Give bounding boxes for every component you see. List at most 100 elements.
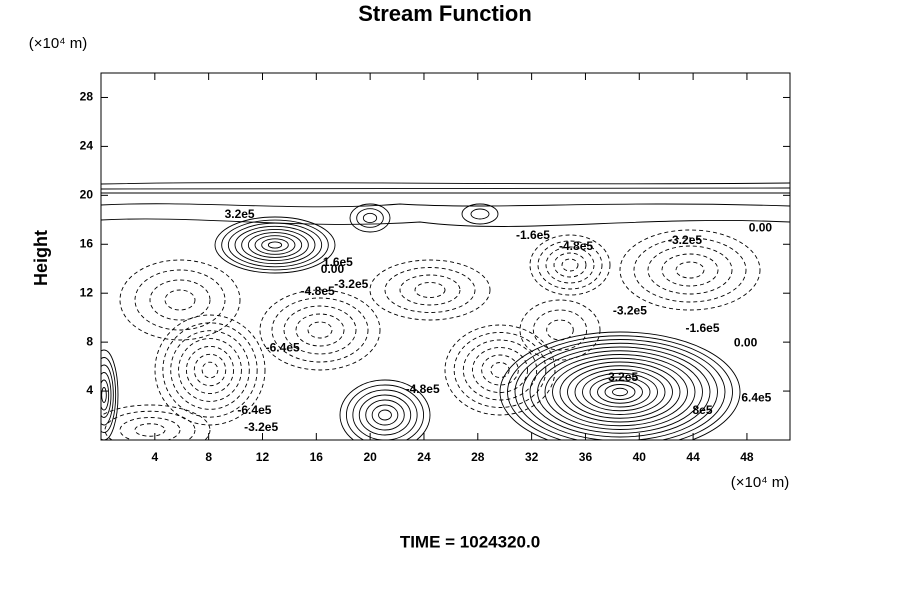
- contour-line: [259, 289, 381, 371]
- contour-line: [453, 332, 547, 408]
- contour-line: [154, 314, 266, 426]
- contour-line: [559, 361, 681, 423]
- x-tick-label: 40: [633, 450, 647, 464]
- contour-line: [633, 237, 747, 303]
- contour-line: [227, 222, 323, 268]
- contour-line: [481, 354, 519, 386]
- contour-line: [101, 379, 110, 411]
- contour-line: [647, 245, 733, 295]
- footer: TIME = 1024320.0: [400, 532, 540, 551]
- x-unit-label: (×10⁴ m): [731, 474, 790, 491]
- contour-line: [267, 241, 283, 249]
- contour-line: [349, 203, 391, 233]
- contour-line: [544, 354, 696, 430]
- x-tick-label: 44: [686, 450, 700, 464]
- contour-line: [589, 376, 651, 408]
- contour-line: [384, 267, 476, 313]
- contour-line: [490, 362, 510, 378]
- contour-label: 6.4e5: [741, 391, 771, 405]
- contour-line: [519, 299, 601, 361]
- chart-title: Stream Function: [358, 1, 532, 26]
- contour-line: [101, 364, 114, 426]
- contour-line: [352, 389, 418, 440]
- contour-line: [101, 357, 117, 433]
- contour-line: [567, 365, 673, 419]
- contour-line: [546, 319, 574, 341]
- contour-line: [261, 238, 289, 252]
- contour-label: 0.00: [321, 262, 345, 276]
- y-tick-label: 8: [86, 334, 93, 348]
- x-tick-label: 12: [256, 450, 270, 464]
- contour-line: [119, 417, 181, 440]
- contour-label: -3.2e5: [668, 233, 702, 247]
- contour-line: [101, 349, 119, 440]
- x-tick-label: 32: [525, 450, 539, 464]
- contour-line: [604, 384, 636, 400]
- contour-line: [552, 357, 688, 427]
- contour-line: [461, 203, 499, 225]
- contour-line: [545, 246, 595, 284]
- contour-line: [582, 372, 658, 412]
- y-tick-label: 16: [80, 236, 94, 250]
- contour-label: -3.2e5: [334, 277, 368, 291]
- y-tick-label: 24: [80, 139, 94, 153]
- contour-line: [201, 361, 219, 379]
- contour-line: [221, 219, 329, 271]
- contour-line: [378, 409, 392, 421]
- contour-label: -6.4e5: [237, 403, 271, 417]
- contour-line: [101, 192, 790, 194]
- contour-line: [247, 232, 303, 258]
- contour-line: [414, 282, 446, 298]
- contour-line: [661, 253, 719, 287]
- x-tick-label: 24: [417, 450, 431, 464]
- contour-line: [101, 218, 790, 227]
- contour-line: [369, 259, 491, 321]
- contour-line: [104, 410, 196, 440]
- contour-line: [101, 372, 112, 418]
- contour-line: [119, 259, 241, 341]
- contour-line: [371, 404, 399, 426]
- contour-line: [362, 212, 378, 224]
- contour-line: [597, 380, 643, 404]
- contour-line: [345, 384, 425, 440]
- x-tick-label: 20: [363, 450, 377, 464]
- contour-line: [507, 335, 733, 440]
- contour-line: [178, 338, 242, 402]
- contour-line: [101, 404, 211, 440]
- contour-line: [307, 321, 333, 339]
- contour-label: -4.8e5: [559, 239, 593, 253]
- contour-line: [214, 216, 336, 274]
- y-tick-label: 4: [86, 383, 93, 397]
- contour-line: [170, 330, 250, 410]
- contour-label: -4.8e5: [301, 284, 335, 298]
- y-tick-label: 28: [80, 90, 94, 104]
- contour-line: [529, 234, 611, 296]
- contour-line: [470, 208, 490, 220]
- contour-line: [234, 225, 316, 265]
- contour-label: -1.6e5: [516, 228, 550, 242]
- contour-line: [365, 399, 405, 431]
- contour-line: [561, 258, 579, 272]
- x-tick-label: 4: [151, 450, 158, 464]
- contour-label: -1.6e5: [686, 321, 720, 335]
- contour-line: [574, 369, 666, 415]
- contour-label: 3.2e5: [608, 370, 638, 384]
- contour-line: [101, 182, 790, 185]
- contour-line: [619, 229, 761, 311]
- contour-line: [101, 187, 790, 190]
- contour-label: -4.8e5: [406, 382, 440, 396]
- contour-label: -6.4e5: [266, 340, 300, 354]
- contour-label: 0.00: [734, 336, 758, 350]
- plot-frame: [100, 72, 791, 441]
- contour-line: [499, 331, 741, 440]
- x-tick-label: 36: [579, 450, 593, 464]
- y-unit-label: (×10⁴ m): [29, 35, 88, 52]
- contour-line: [529, 346, 711, 438]
- contour-label: 3.2e5: [225, 207, 255, 221]
- contour-line: [254, 235, 296, 255]
- contour-line: [358, 394, 412, 436]
- contour-line: [164, 289, 196, 311]
- contour-line: [134, 423, 166, 437]
- contour-line: [193, 353, 227, 387]
- contour-line: [101, 387, 107, 403]
